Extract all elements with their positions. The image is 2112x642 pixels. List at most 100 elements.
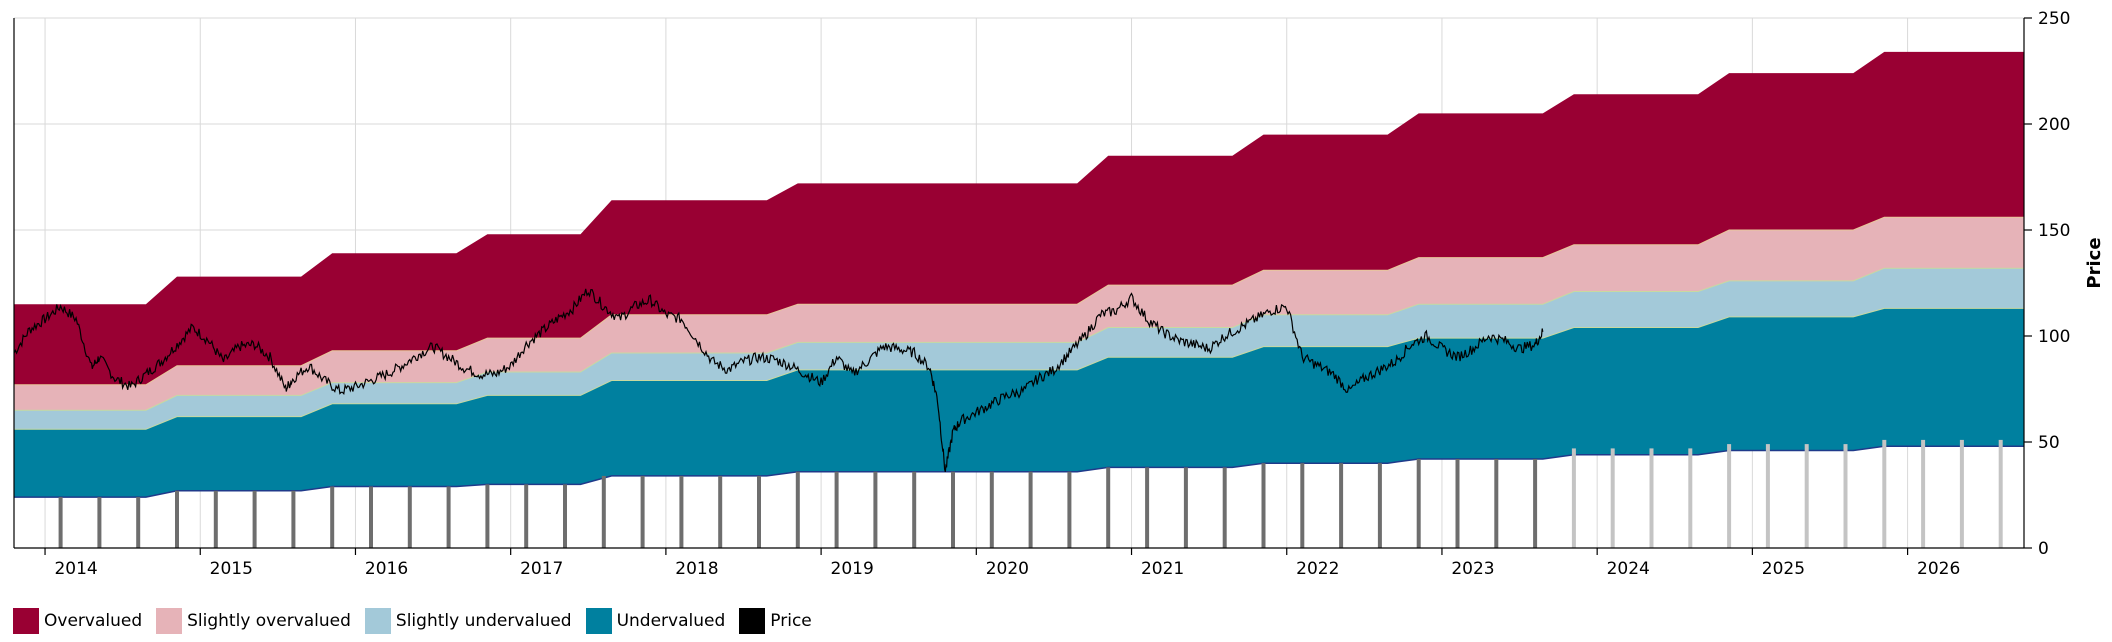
x-tick-label: 2025	[1762, 559, 1805, 579]
y-tick-label: 150	[2038, 221, 2070, 241]
bar-forecast	[1804, 444, 1809, 548]
y-tick-label: 50	[2038, 433, 2060, 453]
bar-historical	[757, 475, 761, 548]
x-tick-label: 2016	[365, 559, 408, 579]
bar-historical	[1145, 467, 1150, 548]
legend-swatch	[364, 608, 391, 634]
bar-historical	[252, 490, 257, 548]
separator-undervalued	[14, 307, 2024, 430]
x-tick-label: 2021	[1141, 559, 1184, 579]
x-tick-label: 2023	[1451, 559, 1494, 579]
x-tick-label: 2020	[986, 559, 1029, 579]
separator-slightly-overvalued	[14, 216, 2024, 386]
bar-forecast	[1649, 448, 1654, 548]
price-line	[13, 288, 1544, 473]
x-tick-label: 2024	[1607, 559, 1650, 579]
bar-historical	[485, 484, 490, 548]
separator-slightly-undervalued	[14, 267, 2024, 411]
bar-historical	[1261, 463, 1266, 548]
bar-historical	[97, 497, 102, 548]
bar-forecast	[1688, 448, 1693, 548]
bar-historical	[601, 475, 606, 548]
bar-historical	[1416, 459, 1421, 548]
bar-historical	[446, 486, 451, 548]
bar-historical	[834, 471, 839, 548]
axes: 0 50 100 150 200 250 2014 2015 2016 2017 2018 2019 2…	[13, 9, 2070, 579]
legend-swatch	[13, 608, 39, 634]
y-tick-label: 0	[2038, 539, 2049, 559]
bar-historical	[563, 484, 567, 548]
x-tick-label: 2017	[520, 559, 563, 579]
y-axis-title: Price	[2084, 237, 2105, 288]
legend-label: Overvalued	[44, 611, 143, 631]
bar-historical	[1377, 463, 1382, 548]
band-overvalued	[14, 51, 2024, 385]
bar-historical	[407, 486, 412, 548]
legend-label: Slightly overvalued	[187, 611, 351, 631]
bar-historical	[989, 471, 994, 548]
legend-item-slightly-undervalued: Slightly undervalued	[364, 608, 572, 634]
bar-forecast	[1610, 448, 1615, 548]
x-tick-label: 2026	[1917, 559, 1960, 579]
bar-historical	[1067, 471, 1072, 548]
bar-historical	[1494, 459, 1499, 548]
baseline-line	[14, 445, 2024, 498]
bar-historical	[679, 475, 684, 548]
bar-historical	[330, 486, 335, 548]
bar-historical	[213, 490, 218, 548]
bar-historical	[1455, 459, 1460, 548]
legend-item-price: Price	[739, 608, 812, 634]
legend-swatch	[585, 608, 612, 634]
bar-forecast	[1882, 439, 1887, 548]
valuation-bands	[14, 51, 2024, 498]
x-tick-label: 2018	[675, 559, 718, 579]
bar-historical	[1183, 467, 1188, 548]
legend-item-undervalued: Undervalued	[585, 608, 726, 634]
bar-forecast	[1921, 439, 1926, 548]
bar-historical	[524, 484, 529, 548]
bar-historical	[291, 490, 296, 548]
bar-forecast	[1998, 439, 2003, 548]
bar-historical	[58, 497, 63, 548]
legend-item-slightly-overvalued: Slightly overvalued	[156, 608, 351, 634]
band-slightly-undervalued	[14, 268, 2024, 430]
bar-historical	[873, 471, 878, 548]
bar-historical	[175, 490, 179, 548]
bar-historical	[912, 471, 917, 548]
bar-historical	[1339, 463, 1344, 548]
bar-historical	[640, 475, 645, 548]
price-series	[13, 288, 1544, 473]
band-undervalued	[14, 308, 2024, 498]
bar-forecast	[1843, 444, 1848, 548]
bar-historical	[1106, 467, 1111, 548]
dividend-bars	[58, 439, 2003, 548]
x-tick-label: 2022	[1296, 559, 1339, 579]
bar-historical	[951, 471, 955, 548]
y-tick-label: 250	[2038, 9, 2070, 29]
bar-forecast	[1959, 439, 1964, 548]
legend-swatch	[156, 608, 183, 634]
legend: Overvalued Slightly overvalued Slightly un…	[13, 608, 826, 634]
bar-forecast	[1727, 444, 1732, 548]
bar-forecast	[1765, 444, 1770, 548]
legend-label: Undervalued	[616, 611, 726, 631]
bar-historical	[1533, 459, 1538, 548]
legend-swatch	[739, 608, 766, 634]
legend-label: Slightly undervalued	[395, 611, 572, 631]
x-tick-label: 2019	[831, 559, 874, 579]
bar-historical	[1300, 463, 1305, 548]
legend-label: Price	[770, 611, 812, 631]
y-tick-label: 200	[2038, 115, 2070, 135]
bar-historical	[369, 486, 373, 548]
bar-historical	[1028, 471, 1033, 548]
x-tick-label: 2014	[54, 559, 97, 579]
x-tick-label: 2015	[210, 559, 253, 579]
bar-historical	[795, 471, 800, 548]
bar-historical	[136, 497, 141, 548]
bar-forecast	[1571, 448, 1576, 548]
y-tick-label: 100	[2038, 327, 2070, 347]
bar-historical	[718, 475, 723, 548]
legend-item-overvalued: Overvalued	[13, 608, 142, 634]
bar-historical	[1222, 467, 1227, 548]
